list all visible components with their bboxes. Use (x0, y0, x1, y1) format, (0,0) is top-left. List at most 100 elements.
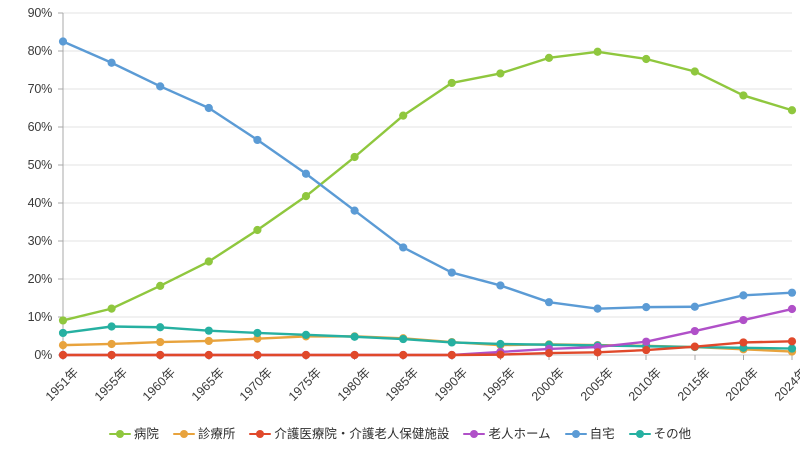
data-point[interactable] (107, 350, 116, 360)
legend-item-5[interactable]: その他 (628, 428, 691, 441)
data-point[interactable] (350, 206, 359, 215)
data-point[interactable] (58, 350, 68, 360)
y-tick-label: 20% (27, 272, 53, 286)
data-point[interactable] (787, 304, 797, 314)
data-point[interactable] (204, 336, 213, 346)
data-point[interactable] (107, 58, 116, 67)
data-point[interactable] (399, 350, 408, 360)
legend-item-0[interactable]: 病院 (108, 426, 159, 441)
data-point[interactable] (58, 37, 68, 46)
y-tick-label: 40% (27, 196, 53, 210)
data-point[interactable] (399, 243, 408, 252)
data-point[interactable] (156, 82, 165, 91)
data-point[interactable] (496, 339, 505, 349)
y-tick-label: 30% (27, 234, 53, 248)
y-tick-label: 50% (27, 158, 53, 172)
legend-swatch-icon (172, 429, 195, 440)
data-point[interactable] (496, 281, 505, 290)
data-point[interactable] (58, 328, 68, 338)
data-point[interactable] (593, 304, 602, 313)
data-point[interactable] (642, 345, 651, 355)
data-point[interactable] (350, 332, 359, 341)
legend-label: 病院 (133, 426, 159, 441)
data-point[interactable] (739, 315, 748, 325)
data-point[interactable] (204, 326, 213, 335)
data-point[interactable] (399, 334, 408, 344)
data-point[interactable] (301, 350, 311, 360)
data-point[interactable] (253, 328, 262, 338)
data-point[interactable] (642, 337, 651, 346)
plot-area (58, 12, 797, 360)
data-point[interactable] (787, 288, 797, 297)
data-point[interactable] (544, 53, 554, 62)
data-point[interactable] (447, 268, 456, 277)
legend-item-2[interactable]: 介護医療院・介護老人保健施設 (249, 428, 449, 441)
data-point[interactable] (253, 350, 262, 360)
data-point[interactable] (399, 111, 408, 120)
data-point[interactable] (447, 78, 456, 88)
legend-item-4[interactable]: 自宅 (564, 426, 615, 441)
series-line (61, 50, 794, 322)
data-point[interactable] (739, 291, 748, 300)
data-point[interactable] (690, 302, 699, 311)
data-point[interactable] (447, 350, 456, 360)
data-point[interactable] (156, 281, 165, 290)
data-point[interactable] (350, 152, 359, 162)
data-point[interactable] (787, 106, 797, 115)
series-1 (58, 332, 797, 356)
data-point[interactable] (350, 350, 359, 360)
data-point[interactable] (156, 323, 165, 332)
x-axis: 1951年 1955年 1960年 1965年 1970年 1975年 1980年 1985年… (0, 356, 800, 416)
legend-marker-dot (179, 430, 188, 438)
gridlines (63, 12, 792, 356)
data-point[interactable] (739, 338, 748, 347)
data-point[interactable] (253, 334, 262, 343)
data-point[interactable] (739, 91, 748, 100)
data-point[interactable] (301, 330, 311, 339)
y-tick-label: 60% (27, 120, 53, 134)
legend-swatch-icon (108, 429, 131, 440)
data-point[interactable] (107, 322, 116, 331)
data-point[interactable] (642, 54, 651, 64)
data-point[interactable] (107, 339, 116, 349)
data-point[interactable] (447, 338, 456, 347)
legend-label: 診療所 (197, 426, 236, 441)
data-point[interactable] (593, 348, 602, 357)
data-point[interactable] (544, 349, 554, 358)
data-point[interactable] (253, 225, 262, 235)
legend-swatch-icon (249, 429, 272, 440)
data-point[interactable] (496, 69, 505, 78)
data-point[interactable] (204, 350, 213, 360)
data-point[interactable] (156, 337, 165, 347)
y-tick-label: 80% (27, 44, 53, 58)
legend-label: 自宅 (589, 426, 615, 441)
data-point[interactable] (253, 135, 262, 145)
legend-item-3[interactable]: 老人ホーム (463, 428, 551, 441)
legend-marker-dot (115, 430, 124, 438)
series-2 (58, 337, 797, 360)
data-point[interactable] (690, 342, 699, 351)
data-point[interactable] (593, 47, 602, 56)
legend-marker-dot (256, 430, 265, 438)
y-tick-label: 70% (27, 82, 53, 96)
data-point[interactable] (301, 169, 311, 178)
series-line (61, 340, 794, 357)
data-point[interactable] (544, 298, 554, 307)
data-point[interactable] (787, 344, 797, 353)
data-point[interactable] (204, 257, 213, 266)
data-point[interactable] (58, 316, 68, 325)
series-line (61, 40, 794, 310)
data-point[interactable] (204, 103, 213, 113)
data-point[interactable] (787, 337, 797, 346)
data-point[interactable] (690, 326, 699, 336)
data-point[interactable] (301, 192, 311, 201)
data-point[interactable] (156, 350, 165, 360)
legend-swatch-icon (463, 429, 486, 440)
data-point[interactable] (496, 350, 505, 359)
legend-label: 介護医療院・介護老人保健施設 (274, 426, 450, 441)
data-point[interactable] (58, 341, 68, 350)
data-point[interactable] (642, 303, 651, 312)
data-point[interactable] (690, 67, 699, 76)
legend-item-1[interactable]: 診療所 (172, 426, 236, 441)
data-point[interactable] (107, 304, 116, 313)
